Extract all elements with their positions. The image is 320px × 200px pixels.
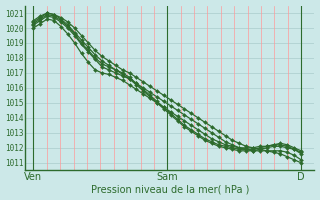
X-axis label: Pression niveau de la mer( hPa ): Pression niveau de la mer( hPa )	[91, 184, 249, 194]
